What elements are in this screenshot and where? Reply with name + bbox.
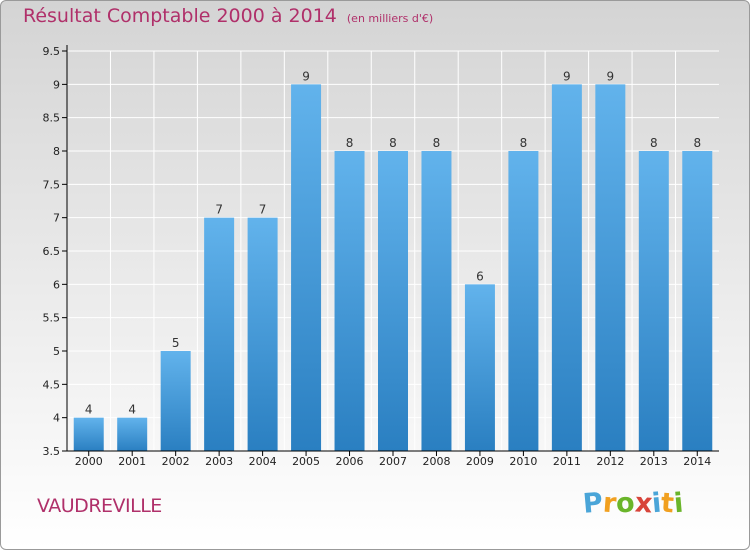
bar <box>464 284 495 451</box>
y-tick-label: 7 <box>53 212 60 225</box>
data-label: 8 <box>346 136 354 150</box>
bar <box>334 151 365 451</box>
chart-subtitle: (en milliers d'€) <box>346 12 434 25</box>
chart-title: Résultat Comptable 2000 à 2014 <box>23 5 337 27</box>
y-tick-label: 3.5 <box>43 445 61 458</box>
bar <box>595 84 626 451</box>
y-tick-label: 4.5 <box>43 378 61 391</box>
bar <box>638 151 669 451</box>
x-tick-label: 2008 <box>422 455 450 468</box>
bar <box>247 217 278 451</box>
bar <box>378 151 408 451</box>
data-label: 5 <box>172 336 180 350</box>
y-tick-label: 6.5 <box>43 245 61 258</box>
x-tick-label: 2002 <box>162 455 190 468</box>
x-tick-label: 2013 <box>640 455 668 468</box>
data-label: 7 <box>215 203 223 217</box>
data-label: 8 <box>693 136 701 150</box>
y-tick-label: 5 <box>53 345 60 358</box>
x-tick-label: 2004 <box>249 455 277 468</box>
data-label: 9 <box>563 69 571 83</box>
data-label: 9 <box>607 69 615 83</box>
x-tick-label: 2005 <box>292 455 320 468</box>
y-tick-label: 8.5 <box>43 112 61 125</box>
data-label: 4 <box>85 403 93 417</box>
y-tick-label: 9.5 <box>43 45 61 58</box>
data-label: 9 <box>302 69 310 83</box>
y-tick-label: 6 <box>53 278 60 291</box>
x-tick-label: 2009 <box>466 455 494 468</box>
x-tick-label: 2012 <box>596 455 624 468</box>
title-row: Résultat Comptable 2000 à 2014 (en millie… <box>23 5 433 27</box>
data-label: 6 <box>476 269 484 283</box>
x-tick-label: 2003 <box>205 455 233 468</box>
x-tick-label: 2006 <box>336 455 364 468</box>
y-tick-label: 7.5 <box>43 178 61 191</box>
data-label: 8 <box>520 136 528 150</box>
bar <box>551 84 582 451</box>
bar <box>421 151 452 451</box>
data-label: 8 <box>650 136 658 150</box>
x-tick-label: 2007 <box>379 455 407 468</box>
data-label: 8 <box>433 136 441 150</box>
proxiti-logo[interactable]: Proxiti <box>581 487 685 520</box>
data-label: 8 <box>389 136 397 150</box>
y-tick-label: 9 <box>53 78 60 91</box>
bar <box>117 417 148 451</box>
y-tick-label: 4 <box>53 412 60 425</box>
bar <box>160 351 191 451</box>
axis-layer <box>62 45 719 456</box>
bar <box>508 151 539 451</box>
bar-layer <box>73 84 713 451</box>
label-layer: 3.5 4 4.5 5 5.5 6 6.5 7 7.5 8 8.5 9 9.5 4 2000 4 2001 5 20… <box>43 45 712 468</box>
bar <box>204 217 235 451</box>
x-tick-label: 2000 <box>75 455 103 468</box>
logo-letter: o <box>614 487 637 520</box>
y-tick-label: 5.5 <box>43 312 61 325</box>
bar <box>682 151 713 451</box>
x-tick-label: 2001 <box>118 455 146 468</box>
logo-letter: i <box>672 487 685 520</box>
x-tick-label: 2010 <box>509 455 537 468</box>
x-tick-label: 2014 <box>683 455 711 468</box>
logo-letter: P <box>581 487 605 520</box>
data-label: 7 <box>259 203 267 217</box>
x-tick-label: 2011 <box>553 455 581 468</box>
data-label: 4 <box>128 403 136 417</box>
commune-name: VAUDREVILLE <box>37 495 162 517</box>
bar <box>291 84 322 451</box>
bar <box>73 417 104 451</box>
y-tick-label: 8 <box>53 145 60 158</box>
